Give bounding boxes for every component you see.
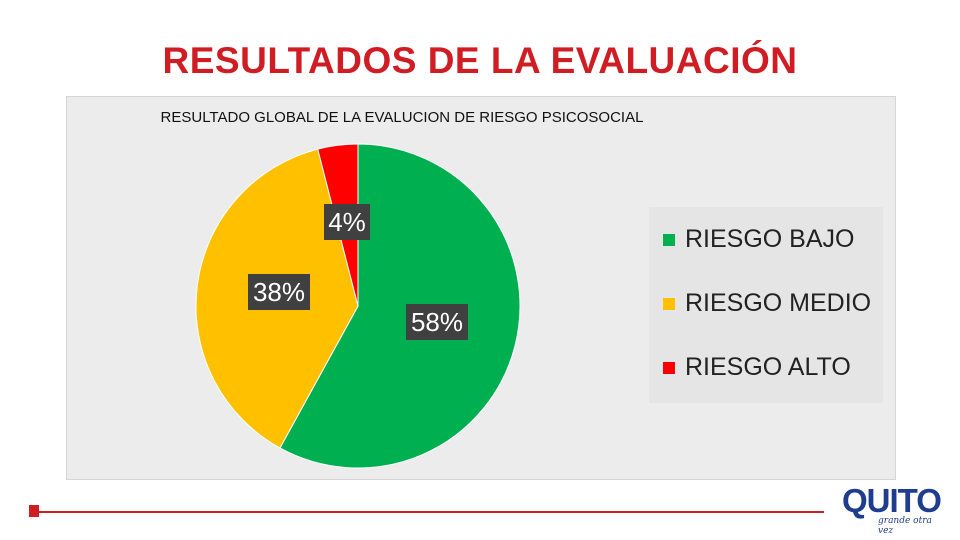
- svg-text:58%: 58%: [411, 307, 463, 337]
- slide-title: RESULTADOS DE LA EVALUACIÓN: [162, 40, 798, 81]
- footer-divider: [34, 511, 824, 513]
- chart-frame: RESULTADO GLOBAL DE LA EVALUCION DE RIES…: [66, 96, 896, 480]
- legend-swatch: [663, 233, 675, 246]
- chart-title: RESULTADO GLOBAL DE LA EVALUCION DE RIES…: [160, 109, 644, 126]
- logo-tagline: grande otra vez: [878, 516, 932, 536]
- legend-item-riesgo-medio: RIESGO MEDIO: [663, 289, 871, 318]
- logo-wordmark: QUITO: [842, 482, 942, 519]
- quito-logo: QUITO grande otra vez: [842, 482, 942, 536]
- pie-slice-riesgo-bajo: [279, 143, 521, 469]
- legend-swatch: [663, 361, 675, 374]
- chart-legend: RIESGO BAJO RIESGO MEDIO RIESGO ALTO: [649, 207, 883, 403]
- legend-item-riesgo-alto: RIESGO ALTO: [663, 353, 851, 382]
- data-label-riesgo-bajo: 58%: [406, 304, 468, 340]
- legend-item-riesgo-bajo: RIESGO BAJO: [663, 225, 854, 254]
- legend-label: RIESGO ALTO: [685, 353, 851, 381]
- svg-text:38%: 38%: [253, 277, 305, 307]
- svg-text:4%: 4%: [328, 207, 366, 237]
- data-label-riesgo-medio: 38%: [248, 274, 310, 310]
- legend-swatch: [663, 297, 675, 310]
- legend-label: RIESGO BAJO: [685, 225, 855, 253]
- data-label-riesgo-alto: 4%: [324, 204, 370, 240]
- legend-label: RIESGO MEDIO: [685, 289, 872, 317]
- pie-chart: 58% 38% 4%: [195, 143, 521, 469]
